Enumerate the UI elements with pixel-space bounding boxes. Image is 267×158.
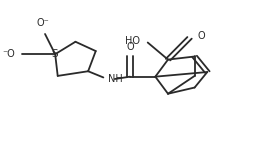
Text: ⁻O: ⁻O (2, 49, 15, 59)
Text: O: O (197, 31, 205, 41)
Text: S: S (52, 49, 58, 59)
Text: HO: HO (125, 36, 140, 46)
Text: NH: NH (108, 74, 123, 84)
Text: O⁻: O⁻ (36, 18, 49, 28)
Text: O: O (126, 42, 134, 52)
